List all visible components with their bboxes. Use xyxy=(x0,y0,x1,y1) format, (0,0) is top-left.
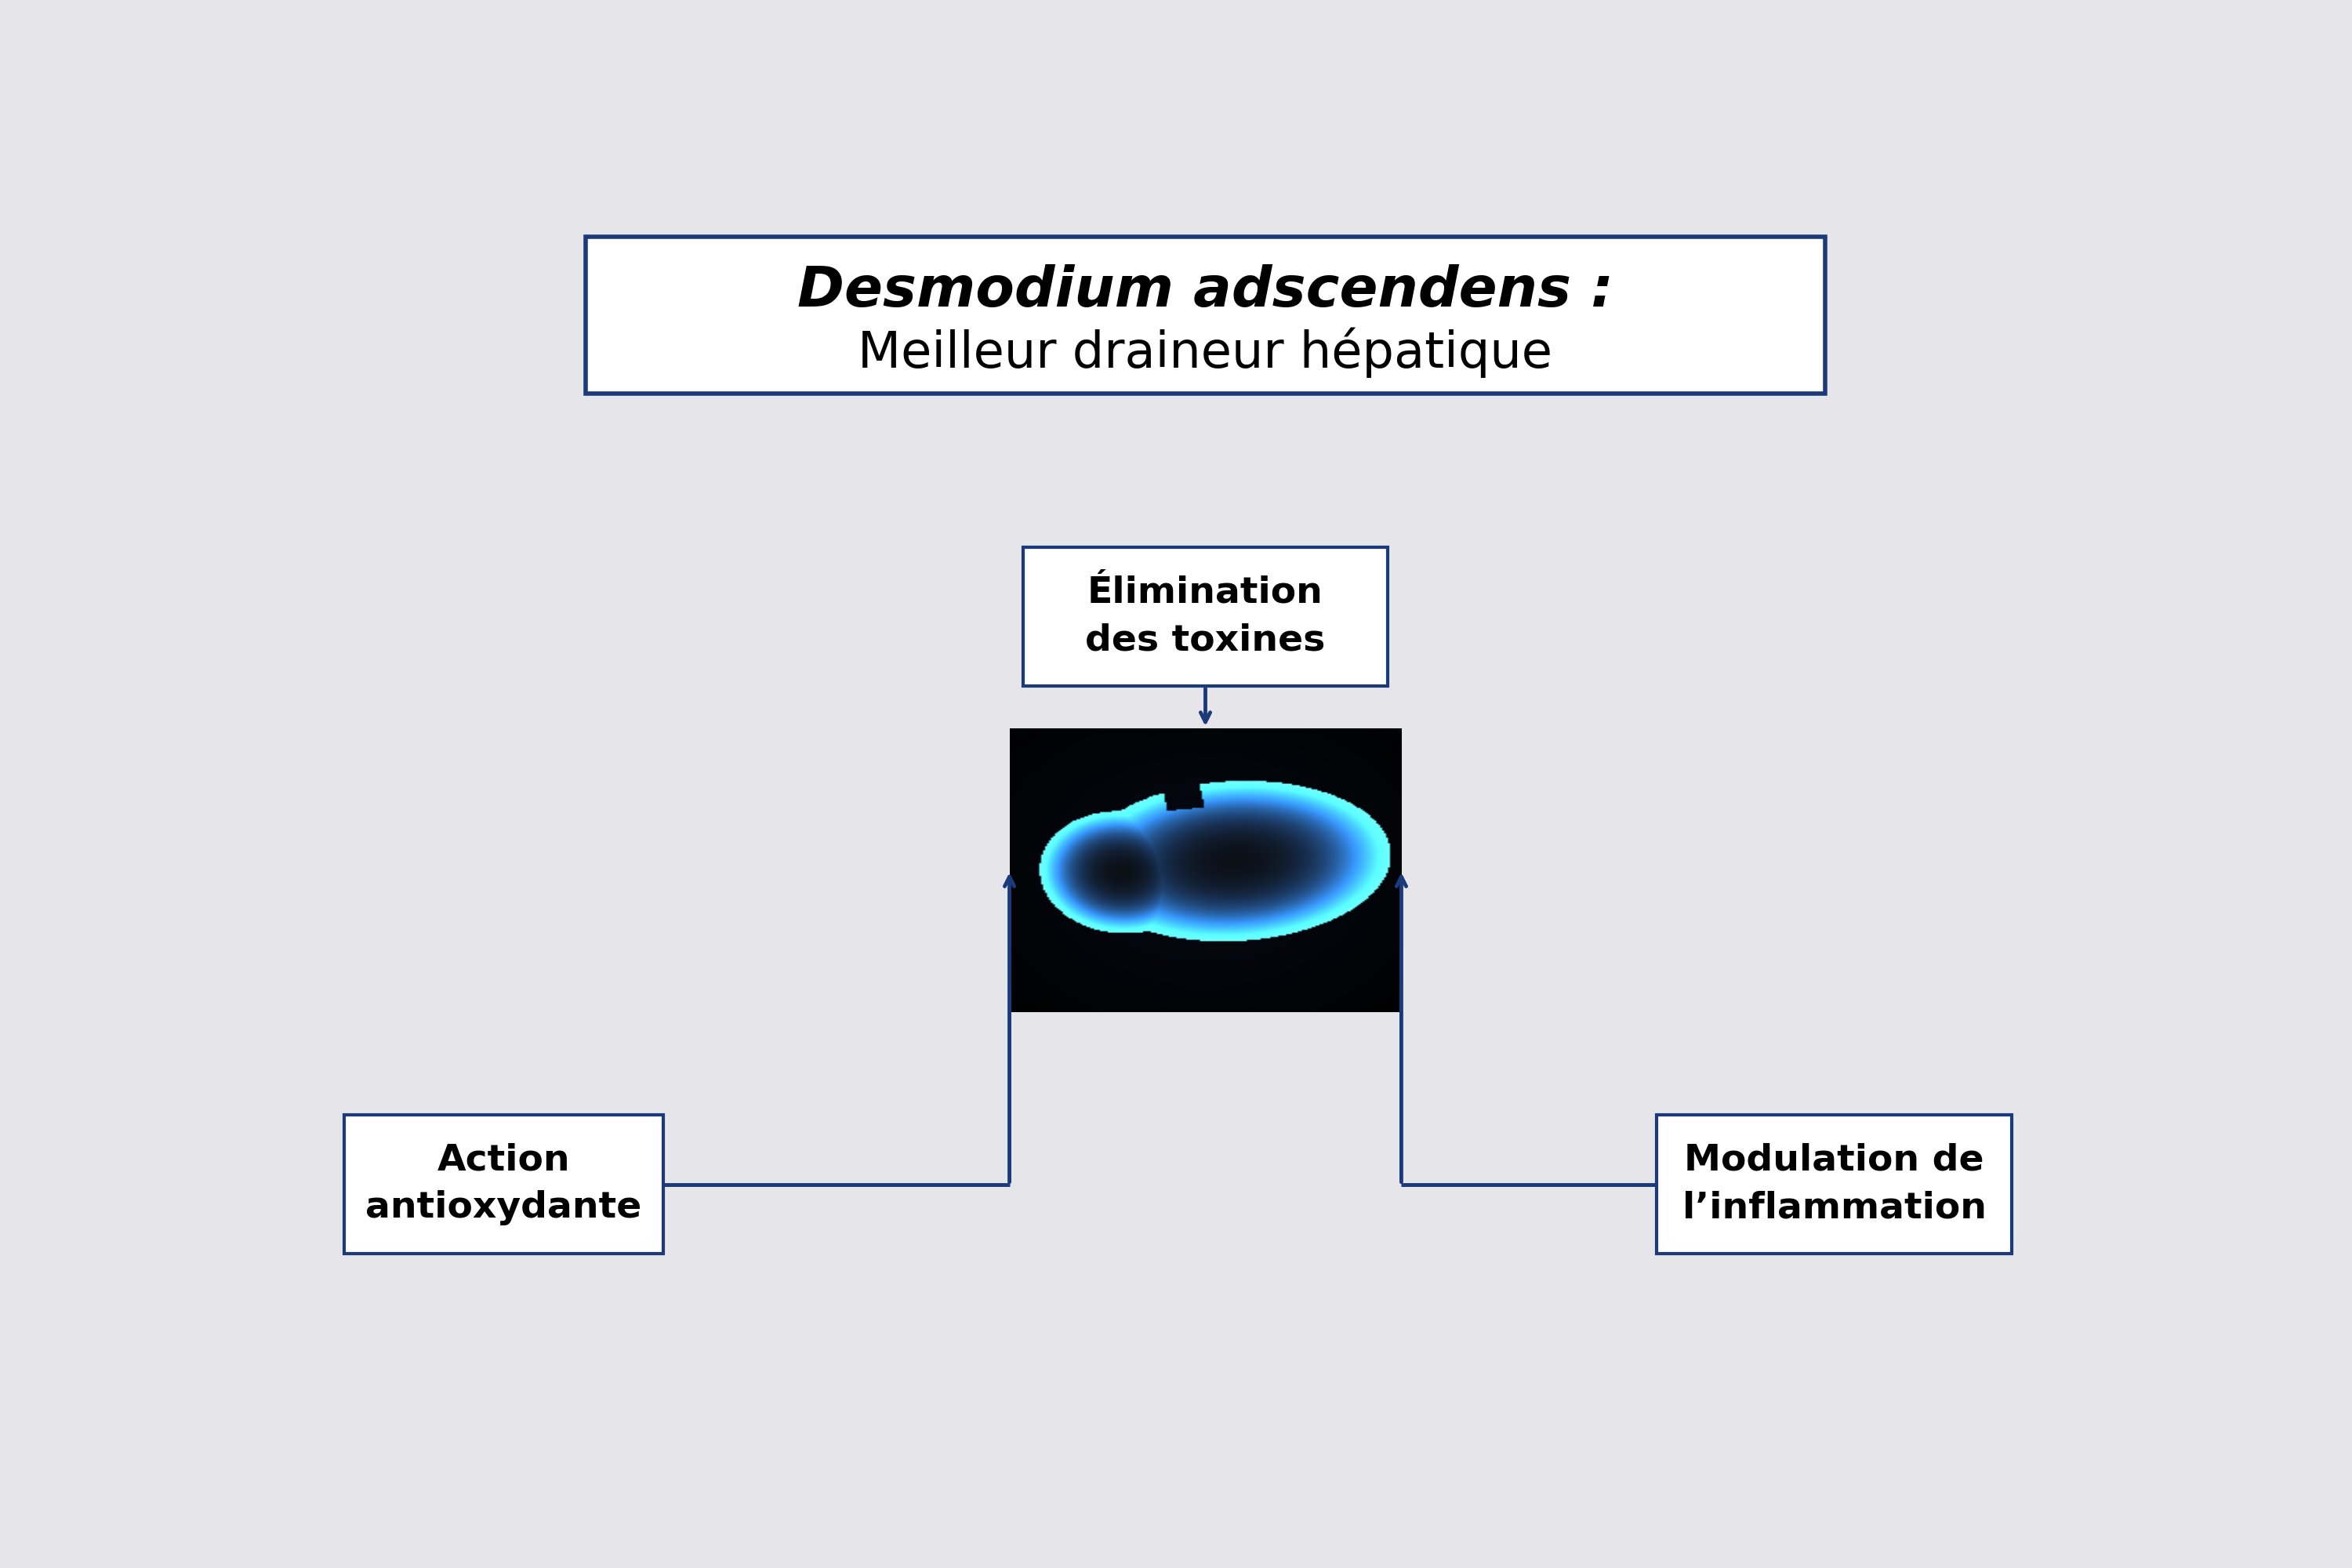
FancyBboxPatch shape xyxy=(343,1115,663,1254)
FancyBboxPatch shape xyxy=(586,237,1825,394)
Text: Meilleur draineur hépatique: Meilleur draineur hépatique xyxy=(858,328,1552,378)
Text: Modulation de
l’inflammation: Modulation de l’inflammation xyxy=(1682,1143,1987,1226)
FancyBboxPatch shape xyxy=(1656,1115,2011,1254)
FancyBboxPatch shape xyxy=(1009,729,1402,1013)
Text: Desmodium adscendens :: Desmodium adscendens : xyxy=(797,265,1613,318)
Text: Action
antioxydante: Action antioxydante xyxy=(365,1143,642,1226)
Text: Élimination
des toxines: Élimination des toxines xyxy=(1084,575,1327,659)
FancyBboxPatch shape xyxy=(1023,547,1388,687)
